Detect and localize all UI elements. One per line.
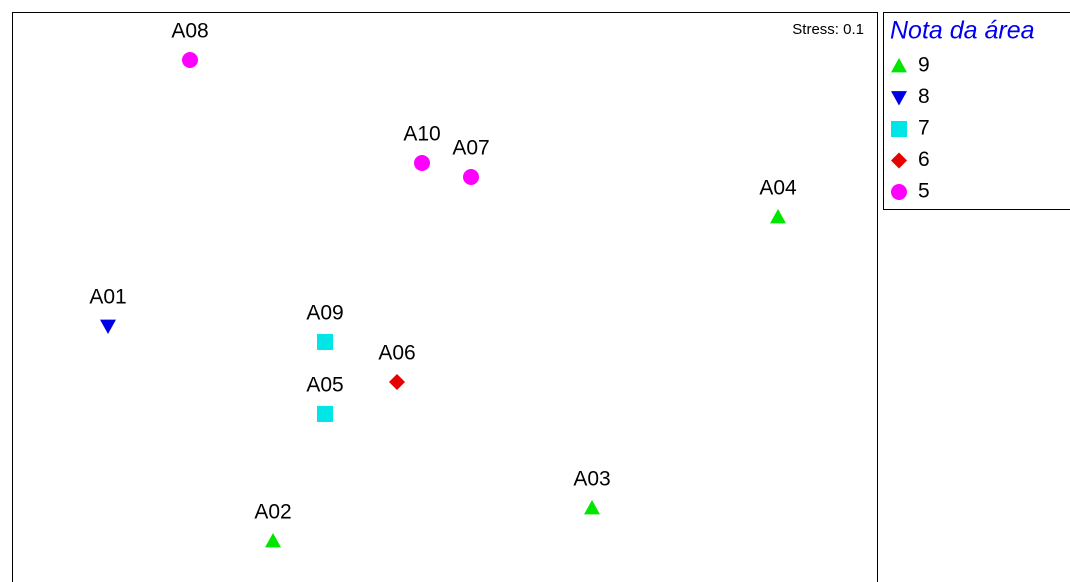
legend-label: 8 [918, 85, 930, 108]
point-label: A07 [452, 137, 489, 160]
legend-marker [891, 184, 907, 200]
plot-frame [12, 12, 878, 582]
point [414, 155, 430, 171]
legend-title: Nota da área [890, 17, 1035, 45]
point [770, 209, 786, 224]
point [389, 374, 405, 390]
point-label: A09 [306, 302, 343, 325]
point-label: A04 [759, 177, 797, 200]
legend-marker [891, 152, 907, 169]
legend-marker [891, 121, 907, 137]
point-label: A08 [171, 20, 208, 43]
point-label: A03 [573, 468, 610, 491]
point-label: A05 [306, 374, 343, 397]
point [182, 52, 198, 68]
point [265, 533, 281, 548]
legend-label: 5 [918, 180, 930, 203]
point-label: A01 [89, 286, 126, 309]
legend-marker [891, 91, 907, 106]
legend-label: 6 [918, 148, 930, 171]
point-label: A06 [378, 342, 415, 365]
point [463, 169, 479, 185]
legend-label: 7 [918, 117, 930, 140]
point [317, 406, 333, 422]
point [317, 334, 333, 350]
legend-frame [883, 12, 1070, 210]
point-label: A10 [403, 123, 440, 146]
legend-marker [891, 58, 907, 73]
legend-label: 9 [918, 54, 930, 77]
point [584, 500, 600, 515]
stress-annotation: Stress: 0.1 [792, 21, 864, 38]
point-label: A02 [254, 501, 291, 524]
point [100, 319, 116, 334]
